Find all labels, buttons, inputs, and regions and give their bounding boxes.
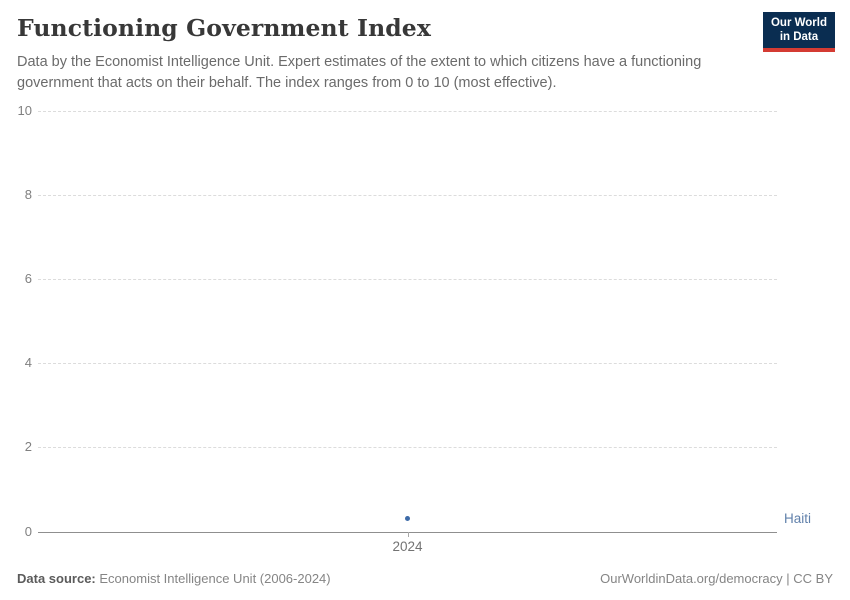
y-axis-tick-label: 2 <box>24 439 32 455</box>
owid-logo-line1: Our World <box>770 17 827 29</box>
gridline <box>38 278 777 280</box>
data-point-haiti[interactable] <box>405 516 410 522</box>
data-source-value: Economist Intelligence Unit (2006-2024) <box>99 571 331 586</box>
y-axis-tick-label: 10 <box>17 102 32 118</box>
gridline <box>38 363 777 365</box>
chart-title: Functioning Government Index <box>17 14 431 42</box>
entity-label-haiti[interactable]: Haiti <box>784 510 812 526</box>
footer-license-link[interactable]: OurWorldinData.org/democracy | CC BY <box>600 571 833 586</box>
chart-subtitle: Data by the Economist Intelligence Unit.… <box>17 54 702 91</box>
gridline <box>38 110 777 112</box>
y-axis-tick-label: 8 <box>24 186 32 202</box>
y-axis-tick-label: 4 <box>24 355 32 371</box>
gridline <box>38 447 777 449</box>
y-axis-tick-label: 0 <box>24 523 32 539</box>
data-source: Data source: Economist Intelligence Unit… <box>17 571 331 586</box>
owid-logo[interactable]: Our World in Data <box>762 12 835 52</box>
data-source-label: Data source: <box>17 571 96 586</box>
x-axis-tick-label: 2024 <box>392 538 423 554</box>
gridline <box>38 194 777 196</box>
x-axis-tick-mark <box>407 531 409 537</box>
chart-footer: Data source: Economist Intelligence Unit… <box>17 571 833 586</box>
y-axis-tick-label: 6 <box>24 270 32 286</box>
owid-logo-line2: in Data <box>779 30 819 43</box>
